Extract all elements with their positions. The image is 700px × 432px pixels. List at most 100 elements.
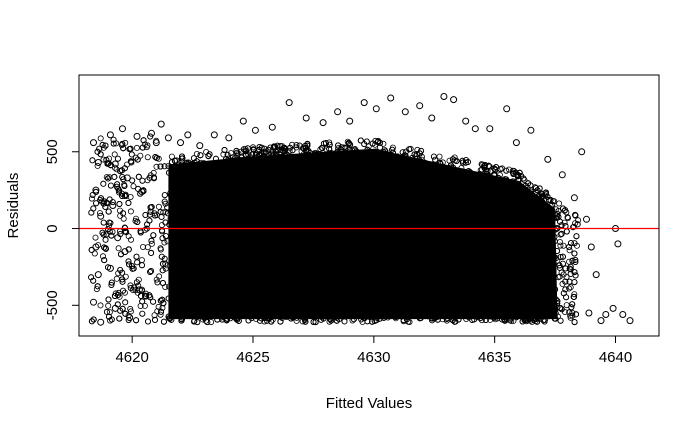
dense-point	[107, 317, 114, 324]
dense-point	[97, 135, 104, 142]
dense-point	[111, 151, 118, 158]
data-point	[597, 317, 605, 325]
dense-point	[121, 289, 128, 296]
data-point	[440, 93, 448, 100]
dense-point	[91, 250, 98, 257]
data-point	[97, 318, 105, 326]
dense-point	[93, 286, 100, 293]
data-point	[135, 286, 143, 294]
dense-point	[144, 154, 151, 161]
data-point	[401, 108, 409, 116]
data-point	[346, 117, 354, 125]
data-point	[619, 311, 627, 318]
dense-point	[105, 302, 112, 309]
dense-point	[158, 222, 165, 229]
dense-point	[116, 293, 123, 300]
dense-point	[157, 311, 164, 318]
data-point	[319, 119, 327, 127]
dense-point	[130, 183, 137, 190]
dense-point	[249, 144, 256, 151]
dense-point	[127, 236, 134, 243]
dense-point	[154, 308, 161, 315]
dense-point	[556, 200, 563, 207]
dense-point	[109, 228, 116, 235]
data-point	[106, 264, 114, 272]
dense-point	[557, 231, 564, 238]
dense-point	[95, 242, 102, 249]
data-point	[92, 186, 100, 194]
dense-point	[380, 140, 387, 147]
data-point	[512, 139, 520, 147]
data-point	[164, 134, 172, 142]
data-point	[90, 139, 97, 147]
dense-point	[141, 302, 148, 309]
data-point	[177, 139, 184, 147]
data-point	[583, 215, 590, 223]
dense-point	[151, 312, 158, 319]
dense-point	[122, 139, 129, 146]
data-point	[285, 99, 293, 107]
data-point	[119, 125, 126, 133]
data-point	[302, 114, 310, 122]
dense-point	[557, 242, 564, 249]
data-point	[587, 243, 595, 251]
dense-point-cloud	[88, 133, 582, 326]
data-point	[578, 148, 586, 156]
data-point	[609, 304, 617, 312]
dense-point	[138, 286, 145, 293]
dense-point	[506, 166, 513, 173]
dense-point	[220, 151, 227, 158]
dense-point	[120, 215, 127, 222]
data-point	[360, 99, 368, 107]
data-point	[90, 298, 97, 306]
data-point	[196, 142, 204, 150]
data-point	[152, 139, 160, 147]
data-point	[592, 271, 600, 279]
dense-point	[97, 302, 104, 309]
dense-point	[451, 154, 458, 161]
dense-point	[569, 312, 576, 319]
dense-point	[193, 150, 200, 157]
data-point	[334, 108, 342, 116]
dense-point	[97, 210, 104, 217]
dense-point	[567, 284, 574, 291]
dense-point	[436, 153, 443, 160]
dense-point	[153, 137, 160, 144]
dense-point	[139, 243, 146, 250]
data-point	[210, 131, 218, 139]
dense-point	[227, 150, 234, 157]
dense-point	[157, 245, 164, 252]
data-point	[416, 102, 424, 110]
dense-point	[326, 139, 333, 146]
dense-point	[155, 203, 162, 210]
dense-point	[293, 144, 300, 151]
dense-point	[127, 305, 134, 312]
data-point	[94, 271, 102, 279]
dense-point	[155, 303, 162, 310]
data-point	[450, 96, 458, 104]
data-point	[106, 131, 114, 139]
dense-point	[566, 247, 573, 254]
data-point	[471, 125, 479, 133]
dense-point	[132, 215, 139, 222]
dense-point	[127, 208, 134, 215]
data-point	[486, 125, 494, 133]
data-point	[503, 105, 511, 113]
dense-point	[566, 258, 573, 265]
data-point	[462, 117, 470, 125]
dense-point	[100, 253, 107, 260]
dense-point	[563, 274, 570, 281]
data-point	[585, 309, 593, 317]
dense-point	[106, 309, 113, 316]
dense-point	[100, 156, 107, 163]
dense-point	[572, 220, 579, 227]
dense-point	[94, 162, 101, 169]
data-point	[184, 131, 192, 139]
data-point	[133, 132, 141, 140]
data-point	[109, 202, 117, 209]
dense-point	[153, 163, 160, 170]
data-point	[602, 311, 610, 318]
dense-point	[144, 142, 151, 149]
dense-point	[509, 167, 516, 174]
data-point	[94, 159, 102, 166]
